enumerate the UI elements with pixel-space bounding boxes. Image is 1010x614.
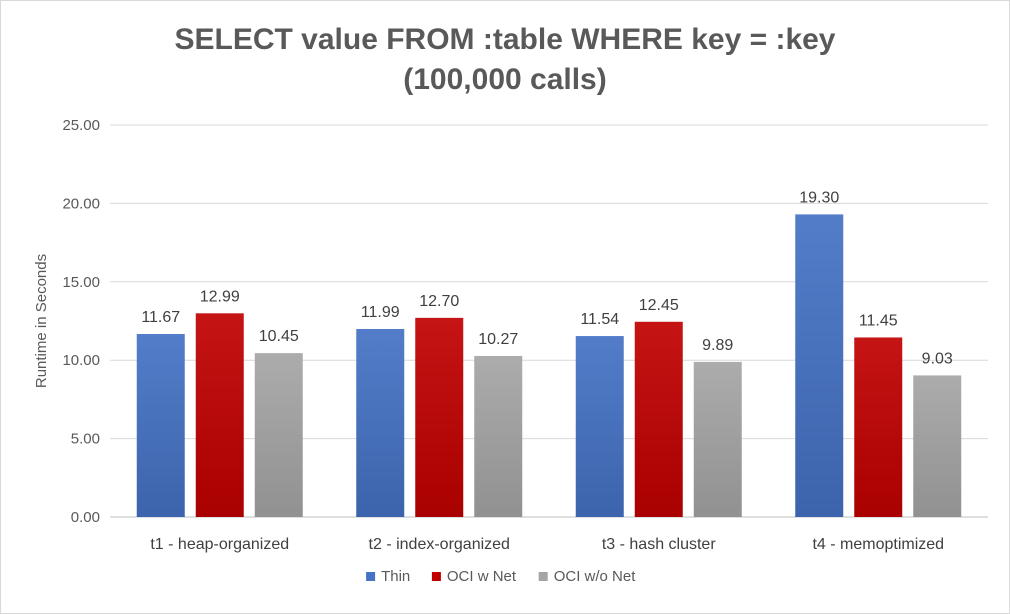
y-axis-label: Runtime in Seconds — [33, 254, 50, 388]
axes: 0.00 5.00 10.00 15.00 20.00 25.00 Runtime in S… — [33, 117, 944, 553]
data-label: 9.89 — [702, 337, 733, 354]
y-tick-label: 5.00 — [71, 431, 100, 448]
bar — [854, 337, 903, 517]
data-label: 12.45 — [639, 297, 679, 314]
bar — [356, 328, 405, 517]
x-tick-label: t2 - index-organized — [369, 536, 510, 553]
legend: Thin OCI w Net OCI w/o Net — [366, 568, 636, 585]
bars — [136, 214, 962, 517]
data-label: 10.45 — [259, 328, 299, 345]
y-tick-label: 0.00 — [71, 509, 100, 526]
y-tick-label: 20.00 — [62, 195, 100, 212]
data-label: 11.99 — [361, 304, 400, 321]
chart-title: SELECT value FROM :table WHERE key = :ke… — [174, 23, 836, 56]
y-tick-label: 25.00 — [62, 117, 100, 134]
x-tick-label: t1 - heap-organized — [150, 536, 289, 553]
data-label: 12.99 — [200, 288, 240, 305]
data-label: 11.54 — [580, 311, 619, 328]
bar — [795, 214, 844, 517]
data-label: 11.67 — [141, 309, 180, 326]
data-label: 10.27 — [478, 331, 518, 348]
legend-label: OCI w Net — [447, 568, 517, 585]
y-tick-label: 10.00 — [62, 352, 100, 369]
data-label: 19.30 — [799, 189, 839, 206]
x-tick-label: t4 - memoptimized — [812, 536, 944, 553]
data-labels: 11.67 12.99 10.45 11.99 12.70 10.27 11.54 12.45… — [141, 189, 953, 367]
bar — [693, 361, 742, 517]
legend-label: Thin — [381, 568, 410, 585]
bar — [254, 353, 303, 517]
legend-swatch — [366, 572, 376, 581]
bar — [634, 321, 683, 517]
legend-swatch — [431, 572, 441, 581]
bar — [575, 336, 624, 517]
bar — [474, 355, 523, 517]
bar — [913, 375, 962, 517]
bar — [195, 313, 244, 517]
data-label: 11.45 — [859, 312, 898, 329]
data-label: 9.03 — [922, 350, 953, 367]
legend-label: OCI w/o Net — [554, 568, 637, 585]
bar — [415, 317, 464, 517]
y-tick-label: 15.00 — [62, 274, 100, 291]
data-label: 12.70 — [419, 293, 459, 310]
x-tick-label: t3 - hash cluster — [602, 536, 717, 553]
bar — [136, 334, 185, 517]
chart-subtitle: (100,000 calls) — [403, 63, 607, 96]
legend-swatch — [538, 572, 548, 581]
